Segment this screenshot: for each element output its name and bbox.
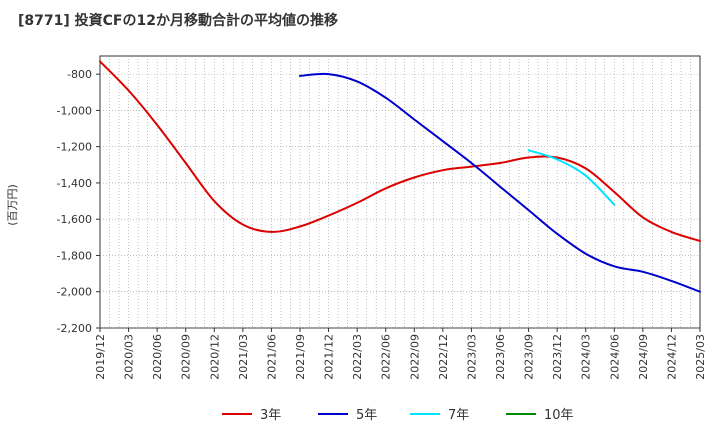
x-tick-label: 2019/12	[94, 334, 107, 380]
legend-item: 10年	[506, 408, 574, 423]
x-tick-label: 2023/09	[523, 334, 536, 380]
series-line-2	[527, 149, 616, 206]
x-tick-label: 2021/09	[294, 334, 307, 380]
legend-label: 3年	[260, 408, 281, 423]
y-tick-label: -1,600	[57, 213, 92, 226]
x-tick-label: 2024/03	[580, 334, 593, 380]
x-tick-label: 2023/06	[494, 334, 507, 380]
x-tick-label: 2020/06	[151, 334, 164, 380]
plot-area	[99, 55, 701, 329]
series-line-1	[299, 72, 701, 293]
x-tick-label: 2020/12	[208, 334, 221, 380]
y-tick-label: -1,800	[57, 249, 92, 262]
y-axis-ticks: -800 -1,000 -1,200 -1,400 -1,600 -1,800 -2,000…	[57, 68, 100, 335]
legend-item: 3年	[222, 408, 281, 423]
y-tick-label: -800	[67, 68, 92, 81]
x-tick-label: 2020/03	[123, 334, 136, 380]
series-line-0	[99, 60, 701, 242]
legend-item: 5年	[318, 408, 377, 423]
x-tick-label: 2021/06	[265, 334, 278, 380]
x-tick-label: 2022/03	[351, 334, 364, 380]
x-tick-label: 2021/12	[323, 334, 336, 380]
x-tick-label: 2023/03	[465, 334, 478, 380]
grid-lines	[100, 56, 700, 329]
chart-title: [8771] 投資CFの12か月移動合計の平均値の推移	[18, 13, 338, 29]
y-tick-label: -1,000	[57, 104, 92, 117]
legend-label: 7年	[448, 408, 469, 423]
legend-item: 7年	[410, 408, 469, 423]
legend-label: 5年	[356, 408, 377, 423]
x-tick-label: 2024/09	[637, 334, 650, 380]
y-tick-label: -2,200	[57, 322, 92, 335]
y-axis-label: (百万円)	[6, 184, 19, 226]
series-lines	[99, 60, 701, 293]
x-tick-label: 2023/12	[551, 334, 564, 380]
x-tick-label: 2024/06	[608, 334, 621, 380]
y-tick-label: -2,000	[57, 286, 92, 299]
x-tick-label: 2024/12	[665, 334, 678, 380]
x-tick-label: 2021/03	[237, 334, 250, 380]
x-tick-label: 2022/06	[380, 334, 393, 380]
y-tick-label: -1,400	[57, 177, 92, 190]
x-axis-ticks: 2019/12 2020/03 2020/06 2020/09 2020/12 2021/…	[94, 328, 707, 380]
x-tick-label: 2022/09	[408, 334, 421, 380]
legend-label: 10年	[544, 408, 574, 423]
x-tick-label: 2020/09	[180, 334, 193, 380]
x-tick-label: 2022/12	[437, 334, 450, 380]
legend: 3年 5年 7年 10年	[222, 408, 574, 423]
x-tick-label: 2025/03	[694, 334, 707, 380]
y-tick-label: -1,200	[57, 141, 92, 154]
